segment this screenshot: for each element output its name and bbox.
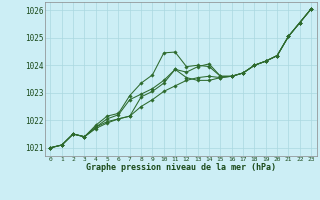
X-axis label: Graphe pression niveau de la mer (hPa): Graphe pression niveau de la mer (hPa) [86,163,276,172]
